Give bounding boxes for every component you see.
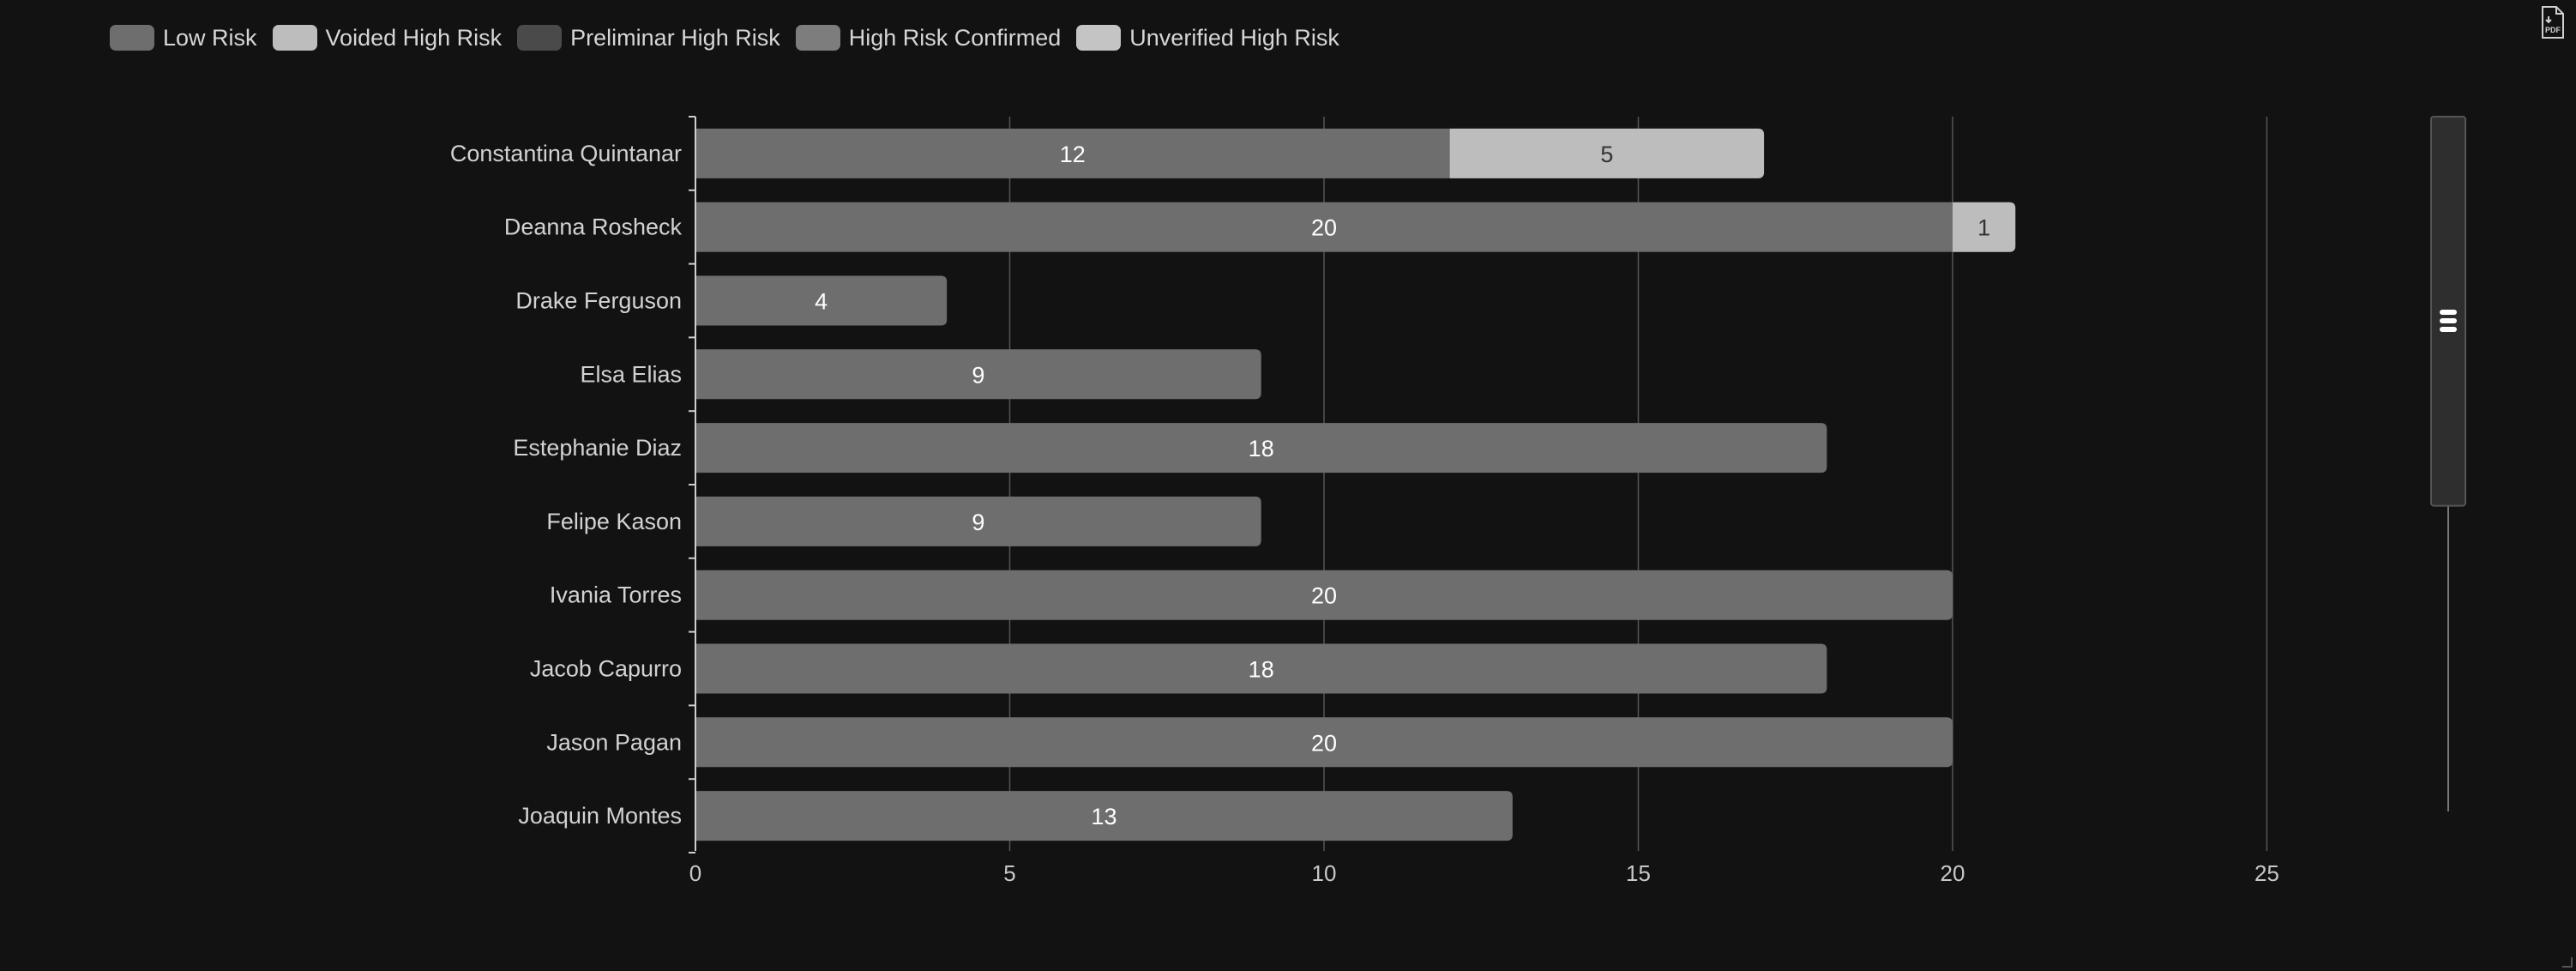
bar-data-label: 12 (1060, 142, 1086, 167)
bar-data-label: 9 (972, 362, 984, 388)
bar-data-label: 1 (1977, 215, 1990, 241)
legend-swatch (272, 25, 317, 51)
bar-low-risk[interactable] (695, 128, 1450, 178)
bar-low-risk[interactable] (695, 570, 1953, 620)
bar-data-label: 5 (1600, 142, 1613, 167)
export-pdf-label: PDF (2545, 26, 2561, 34)
chart-legend: Low Risk Voided High Risk Preliminar High … (110, 21, 1339, 55)
bar-data-label: 18 (1249, 657, 1274, 683)
bar-data-label: 4 (815, 289, 828, 315)
y-category-label: Elsa Elias (580, 361, 682, 387)
bar-data-label: 18 (1249, 436, 1274, 461)
x-tick-label: 0 (689, 860, 701, 886)
bar-low-risk[interactable] (695, 791, 1513, 841)
y-category-label: Drake Ferguson (515, 288, 682, 314)
legend-label: Low Risk (163, 24, 257, 51)
y-category-label: Ivania Torres (550, 582, 682, 608)
legend-item-high-risk-confirmed[interactable]: High Risk Confirmed (795, 24, 1062, 51)
zoom-slider-grip-line (2440, 318, 2457, 323)
zoom-slider-grip-line (2440, 310, 2457, 315)
data-labels-layer: 12 5 20 1 4 9 18 9 20 18 20 13 (815, 142, 1990, 829)
legend-item-unverified-high-risk[interactable]: Unverified High Risk (1076, 25, 1339, 51)
legend-item-voided-high-risk[interactable]: Voided High Risk (272, 24, 503, 51)
bar-data-label: 13 (1091, 804, 1116, 829)
bar-data-label: 20 (1311, 215, 1337, 241)
bar-data-label: 20 (1311, 583, 1337, 609)
y-category-label: Constantina Quintanar (450, 141, 682, 166)
legend-label: High Risk Confirmed (848, 24, 1062, 51)
y-category-label: Estephanie Diaz (513, 435, 682, 461)
y-category-label: Felipe Kason (546, 509, 682, 534)
resize-handle[interactable] (2562, 957, 2573, 968)
legend-item-low-risk[interactable]: Low Risk (110, 25, 257, 51)
y-category-label: Joaquin Montes (518, 803, 682, 829)
zoom-slider-grip-line (2440, 327, 2457, 332)
x-tick-label: 25 (2254, 860, 2279, 886)
bar-data-label: 20 (1311, 730, 1337, 756)
zoom-slider[interactable] (2430, 116, 2466, 811)
pdf-file-icon (2542, 6, 2564, 39)
x-tick-label: 5 (1003, 860, 1015, 886)
bar-low-risk[interactable] (695, 717, 1953, 768)
legend-label: Voided High Risk (325, 24, 503, 51)
bar-low-risk[interactable] (695, 202, 1953, 252)
bar-voided-high-risk[interactable] (1953, 202, 2016, 252)
bar-low-risk[interactable] (695, 275, 948, 326)
y-category-label: Jason Pagan (546, 729, 682, 755)
legend-label: Unverified High Risk (1129, 24, 1339, 51)
legend-item-preliminar-high-risk[interactable]: Preliminar High Risk (517, 25, 780, 51)
y-category-label: Jacob Capurro (530, 656, 682, 682)
bar-low-risk[interactable] (695, 349, 1261, 400)
legend-swatch (110, 25, 154, 51)
bar-voided-high-risk[interactable] (1449, 128, 1765, 178)
x-tick-label: 15 (1626, 860, 1651, 886)
legend-swatch (517, 25, 563, 51)
legend-swatch (1076, 25, 1122, 51)
legend-swatch (795, 25, 840, 51)
bar-data-label: 9 (972, 510, 984, 535)
x-tick-label: 10 (1312, 860, 1337, 886)
bar-low-risk[interactable] (695, 423, 1827, 473)
export-pdf-button[interactable]: PDF (2540, 5, 2566, 39)
x-tick-label: 20 (1941, 860, 1965, 886)
bar-low-risk[interactable] (695, 496, 1261, 546)
bar-low-risk[interactable] (695, 643, 1827, 694)
y-category-label: Deanna Rosheck (504, 214, 683, 240)
bars-layer (695, 128, 2016, 841)
legend-label: Preliminar High Risk (570, 24, 780, 51)
